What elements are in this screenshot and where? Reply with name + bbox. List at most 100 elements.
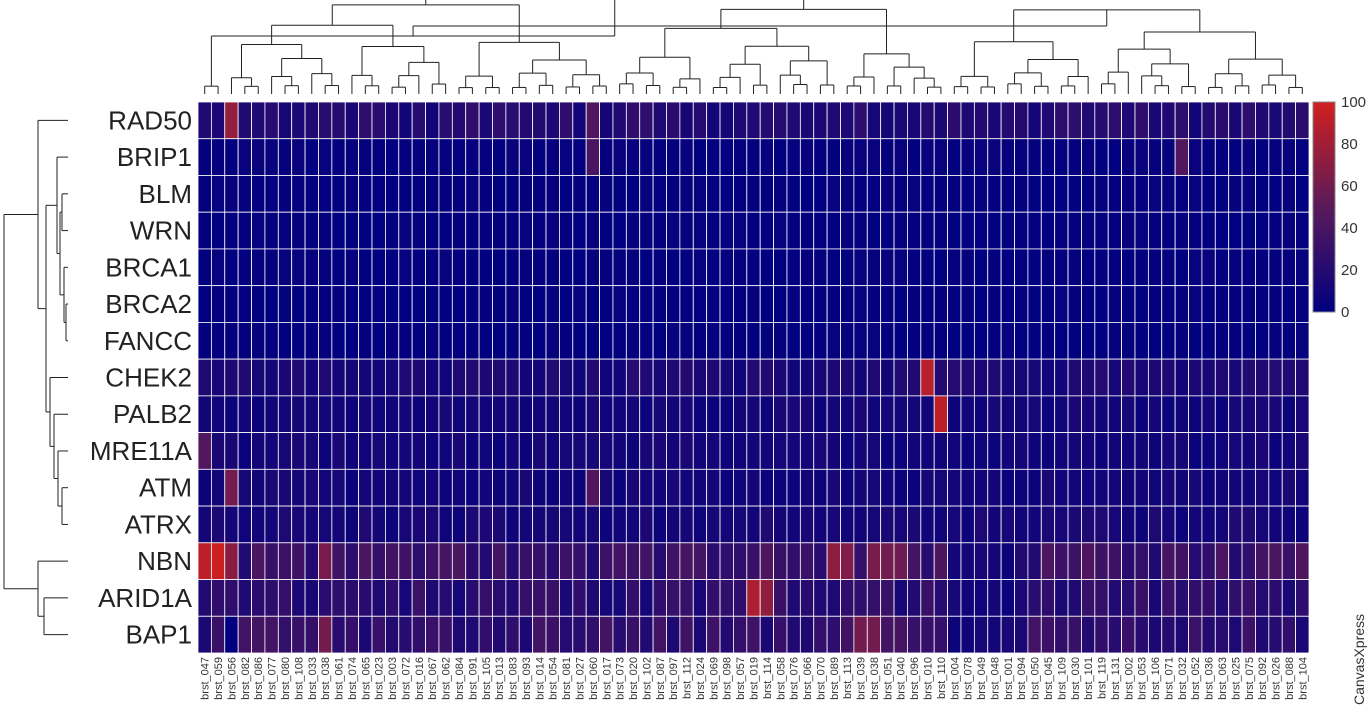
heatmap-cell xyxy=(585,542,600,580)
heatmap-cell xyxy=(197,432,212,470)
heatmap-cell xyxy=(465,395,480,433)
heatmap-cell xyxy=(1147,285,1163,323)
heatmap-cell xyxy=(666,175,681,213)
heatmap-cell xyxy=(545,395,560,433)
heatmap-cell xyxy=(1081,285,1096,323)
heatmap-cell xyxy=(358,101,373,140)
heatmap-cell xyxy=(518,468,534,507)
heatmap-cell xyxy=(532,432,547,470)
heatmap-cell xyxy=(411,395,426,433)
heatmap-cell xyxy=(880,321,895,360)
heatmap-cell xyxy=(746,285,761,323)
column-label: brst_081 xyxy=(561,657,573,700)
heatmap-cell xyxy=(1255,101,1270,140)
color-scale-tick-label: 100 xyxy=(1341,94,1366,111)
heatmap-cell xyxy=(987,248,1002,287)
heatmap-cell xyxy=(960,579,975,617)
heatmap-cell xyxy=(1054,175,1069,213)
heatmap-cell xyxy=(880,285,895,323)
heatmap-cell xyxy=(1067,285,1082,323)
heatmap-cell xyxy=(532,358,547,397)
heatmap-cell xyxy=(277,175,293,213)
heatmap-cell xyxy=(960,175,975,213)
heatmap-cell xyxy=(973,432,989,470)
heatmap-cell xyxy=(331,101,346,140)
row-label: WRN xyxy=(130,216,192,246)
heatmap-cell xyxy=(465,321,480,360)
heatmap-cell xyxy=(1174,542,1189,580)
heatmap-cell xyxy=(907,579,922,617)
heatmap-cell xyxy=(1094,432,1109,470)
heatmap-cell xyxy=(625,175,641,213)
heatmap-cell xyxy=(532,395,547,433)
color-scale-tick-label: 80 xyxy=(1341,136,1358,153)
heatmap-cell xyxy=(733,505,748,544)
heatmap-cell xyxy=(826,285,841,323)
heatmap-cell xyxy=(505,395,520,433)
column-label: brst_069 xyxy=(708,657,720,700)
heatmap-cell xyxy=(1214,248,1230,287)
heatmap-cell xyxy=(840,432,855,470)
heatmap-cell xyxy=(1000,432,1015,470)
heatmap-cell xyxy=(545,579,560,617)
heatmap-cell xyxy=(799,211,815,250)
heatmap-cell xyxy=(237,395,252,433)
heatmap-cell xyxy=(679,358,694,397)
heatmap-cell xyxy=(585,358,600,397)
heatmap-cell xyxy=(947,358,962,397)
heatmap-cell xyxy=(933,138,948,176)
column-label: brst_066 xyxy=(802,657,814,700)
heatmap-cell xyxy=(304,285,319,323)
heatmap-cell xyxy=(492,211,507,250)
heatmap-cell xyxy=(947,505,962,544)
heatmap-cell xyxy=(344,101,360,140)
heatmap-cell xyxy=(652,248,667,287)
heatmap-cell xyxy=(371,615,386,654)
heatmap-cell xyxy=(1081,505,1096,544)
heatmap-cell xyxy=(572,248,587,287)
heatmap-cell xyxy=(304,579,319,617)
heatmap-cell xyxy=(1040,175,1056,213)
heatmap-cell xyxy=(666,248,681,287)
row-label: ATM xyxy=(139,473,192,503)
heatmap-cell xyxy=(853,138,868,176)
heatmap-cell xyxy=(907,468,922,507)
heatmap-cell xyxy=(371,175,386,213)
column-label: brst_027 xyxy=(575,657,587,700)
heatmap-cell xyxy=(746,468,761,507)
heatmap-cell xyxy=(545,211,560,250)
heatmap-cell xyxy=(1281,615,1297,654)
heatmap-cell xyxy=(759,468,774,507)
heatmap-cell xyxy=(505,615,520,654)
heatmap-cell xyxy=(398,285,413,323)
heatmap-cell xyxy=(1094,395,1109,433)
heatmap-cell xyxy=(1014,432,1029,470)
heatmap-cell xyxy=(358,211,373,250)
heatmap-cell xyxy=(197,101,212,140)
heatmap-cell xyxy=(237,542,252,580)
heatmap-cell xyxy=(291,358,306,397)
heatmap-cell xyxy=(438,175,453,213)
heatmap-cell xyxy=(451,542,467,580)
heatmap-cell xyxy=(639,138,654,176)
column-label: brst_088 xyxy=(1284,657,1296,700)
heatmap-cell xyxy=(210,615,226,654)
heatmap-cell xyxy=(1241,175,1256,213)
heatmap-cell xyxy=(719,285,734,323)
heatmap-cell xyxy=(492,579,507,617)
heatmap-cell xyxy=(1214,211,1230,250)
heatmap-cell xyxy=(679,285,694,323)
heatmap-cell xyxy=(1188,542,1203,580)
heatmap-cell xyxy=(1214,285,1230,323)
heatmap-cell xyxy=(371,138,386,176)
heatmap-cell xyxy=(585,615,600,654)
heatmap-cell xyxy=(773,358,788,397)
heatmap-cell xyxy=(1188,395,1203,433)
heatmap-cell xyxy=(1188,358,1203,397)
column-label: brst_101 xyxy=(1083,657,1095,700)
heatmap-cell xyxy=(411,432,426,470)
heatmap-cell xyxy=(1268,468,1283,507)
heatmap-cell xyxy=(572,468,587,507)
heatmap-cell xyxy=(1054,395,1069,433)
heatmap-cell xyxy=(411,101,426,140)
